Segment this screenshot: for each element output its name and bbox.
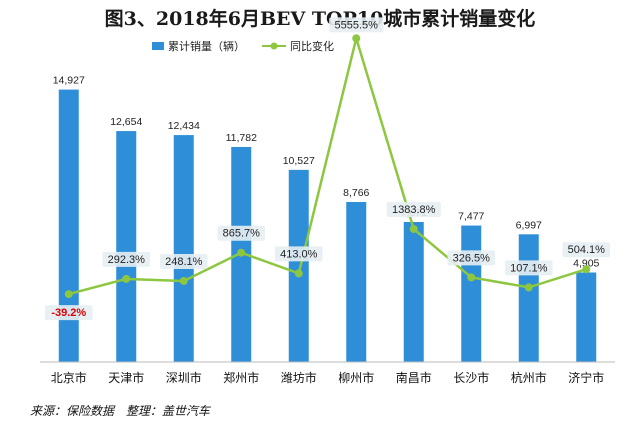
category-label: 南昌市 xyxy=(396,370,432,385)
bar-value-label: 12,654 xyxy=(110,116,142,128)
bar xyxy=(116,131,137,362)
yoy-value-label: 865.7% xyxy=(223,228,261,240)
yoy-series-line xyxy=(68,33,587,296)
legend-bar-label: 累计销量（辆） xyxy=(168,39,245,53)
yoy-label-box xyxy=(562,242,611,258)
source-note: 来源：保险数据 整理：盖世汽车 xyxy=(30,402,218,419)
chart-title: 图3、2018年6月BEV TOP10城市累计销量变化 xyxy=(104,8,536,30)
yoy-value-label: 413.0% xyxy=(280,248,318,260)
category-label: 济宁市 xyxy=(568,370,604,385)
yoy-value-label: 326.5% xyxy=(453,252,491,264)
category-label: 长沙市 xyxy=(453,370,489,385)
yoy-value-label: 248.1% xyxy=(165,256,203,268)
category-label: 郑州市 xyxy=(223,370,259,385)
bar-value-label: 6,997 xyxy=(516,219,542,231)
category-label-group: 北京市 天津市 深圳市 郑州市 潍坊市 柳州市 南昌市 长沙市 杭州市 济宁市 xyxy=(51,370,605,385)
category-label: 深圳市 xyxy=(166,370,202,385)
yoy-label-box xyxy=(274,246,323,262)
source-origin: 来源：保险数据 xyxy=(30,404,115,418)
bar xyxy=(403,222,424,362)
yoy-value-label: 107.1% xyxy=(510,262,548,274)
legend: 累计销量（辆） 同比变化 xyxy=(152,39,334,53)
yoy-point xyxy=(237,248,246,257)
yoy-value-label: 5555.5% xyxy=(335,19,379,31)
yoy-value-label: -39.2% xyxy=(51,307,86,319)
yoy-label-group: -39.2% 292.3% 248.1% 865.7% 413.0% 5555.5% 138… xyxy=(44,17,611,321)
yoy-point xyxy=(467,273,476,282)
legend-bar-swatch xyxy=(152,42,164,50)
yoy-value-label: 1383.8% xyxy=(392,204,436,216)
yoy-point xyxy=(409,225,418,234)
source-editor: 整理：盖世汽车 xyxy=(125,404,210,418)
bar xyxy=(173,135,194,362)
legend-line-label: 同比变化 xyxy=(290,39,334,53)
bar-value-label: 7,477 xyxy=(458,211,484,223)
bar-value-label: 4,905 xyxy=(573,257,599,269)
bar xyxy=(346,202,367,362)
yoy-label-box xyxy=(44,305,93,321)
category-label: 天津市 xyxy=(108,370,144,385)
yoy-label-box xyxy=(447,250,496,266)
yoy-point xyxy=(582,265,591,274)
yoy-label-box xyxy=(504,260,553,276)
yoy-point-group xyxy=(64,34,591,299)
yoy-point xyxy=(122,274,131,283)
bar-value-label: 10,527 xyxy=(283,155,315,167)
yoy-point xyxy=(64,290,73,299)
bar xyxy=(58,89,79,363)
category-label: 潍坊市 xyxy=(281,370,317,385)
category-label: 杭州市 xyxy=(511,370,547,385)
yoy-point xyxy=(524,283,533,292)
bar xyxy=(518,234,539,362)
yoy-label-box xyxy=(217,225,266,241)
bar-value-label: 12,434 xyxy=(168,120,200,132)
bar-group xyxy=(58,89,597,363)
bar-value-label: 14,927 xyxy=(53,75,85,87)
bar xyxy=(288,169,309,362)
yoy-value-label: 504.1% xyxy=(568,244,606,256)
yoy-point xyxy=(294,269,303,278)
yoy-label-box xyxy=(102,251,151,267)
yoy-label-box xyxy=(329,17,384,33)
bar xyxy=(576,272,597,362)
yoy-label-box xyxy=(386,202,441,218)
bar xyxy=(461,225,482,362)
legend-line-marker xyxy=(270,42,278,50)
category-label: 柳州市 xyxy=(338,370,374,385)
bar-value-label: 11,782 xyxy=(226,132,257,144)
yoy-value-label: 292.3% xyxy=(108,254,146,266)
yoy-point xyxy=(179,276,188,285)
category-label: 北京市 xyxy=(51,370,87,385)
bar-value-label: 8,766 xyxy=(343,187,369,199)
yoy-point xyxy=(352,34,361,43)
yoy-label-box xyxy=(159,253,208,269)
